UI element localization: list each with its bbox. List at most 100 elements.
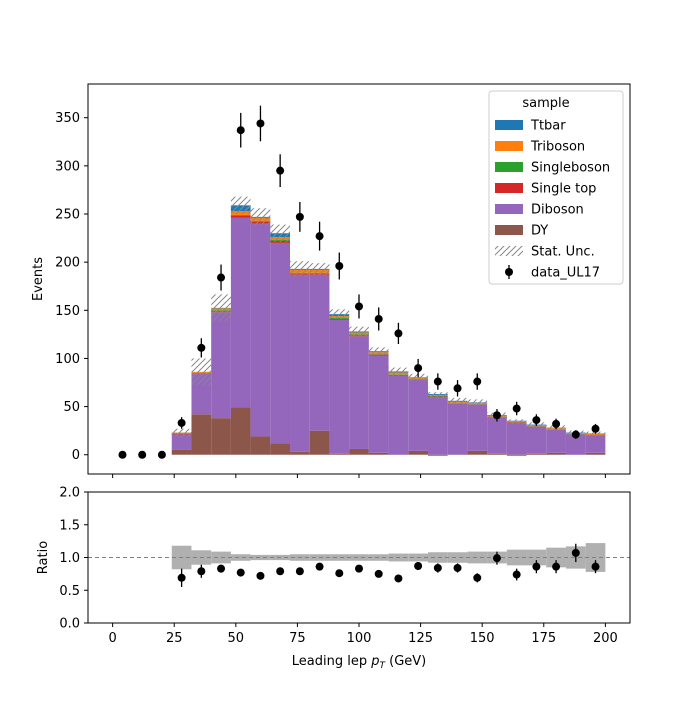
bar	[251, 436, 271, 454]
legend-entry: Ttbar	[530, 119, 566, 134]
ratio-y-tick-label: 2.0	[59, 486, 80, 501]
x-tick-label: 125	[408, 631, 433, 646]
bar	[546, 430, 566, 453]
legend-swatch	[495, 246, 523, 256]
ratio-y-tick-label: 0.0	[59, 617, 80, 632]
bar	[329, 454, 349, 455]
bar	[507, 455, 527, 456]
bar	[251, 224, 271, 437]
data-point	[335, 262, 343, 270]
bar	[467, 451, 487, 455]
bar	[231, 216, 251, 218]
data-point	[592, 425, 600, 433]
stat-unc-box	[467, 399, 487, 405]
y-tick-label: 100	[55, 352, 80, 367]
x-axis-label: Leading lep pT (GeV)	[292, 654, 426, 671]
data-point	[513, 405, 521, 413]
ratio-point	[375, 570, 383, 578]
ratio-point	[572, 549, 580, 557]
bar	[408, 451, 428, 455]
bar	[467, 405, 487, 451]
x-tick-label: 150	[470, 631, 495, 646]
bar	[527, 454, 547, 455]
data-point	[454, 384, 462, 392]
ratio-point	[355, 565, 363, 573]
stat-unc-box	[507, 419, 527, 424]
stat-unc-box	[310, 263, 330, 275]
ratio-point	[197, 567, 205, 575]
stat-unc-box	[428, 392, 448, 398]
x-tick-label: 25	[166, 631, 183, 646]
ratio-y-tick-label: 1.0	[59, 551, 80, 566]
bar	[408, 380, 428, 451]
ratio-point	[532, 563, 540, 571]
bar	[270, 443, 290, 455]
legend-entry: Singleboson	[531, 161, 610, 176]
data-point	[375, 315, 383, 323]
stat-unc-box	[389, 368, 409, 376]
data-point	[532, 416, 540, 424]
bar	[349, 336, 369, 449]
legend-swatch	[495, 141, 523, 151]
bar	[172, 450, 192, 455]
bar	[211, 312, 231, 418]
legend-entry: Stat. Unc.	[531, 245, 595, 260]
bar	[369, 356, 389, 453]
legend-entry: Diboson	[531, 203, 584, 218]
ratio-point	[237, 569, 245, 577]
y-tick-label: 200	[55, 256, 80, 271]
stat-unc-box	[251, 208, 271, 225]
stat-unc-box	[369, 347, 389, 355]
stat-unc-box	[329, 309, 349, 319]
data-point	[217, 274, 225, 282]
ratio-unc-band	[467, 552, 487, 564]
data-point	[197, 344, 205, 352]
main-panel: 050100150200250300350EventssampleTtbarTr…	[31, 84, 630, 478]
x-tick-label: 50	[228, 631, 245, 646]
data-point	[414, 364, 422, 372]
data-point	[138, 451, 146, 459]
bar	[586, 453, 606, 455]
data-point	[276, 167, 284, 175]
ratio-point	[493, 554, 501, 562]
bar	[329, 319, 349, 320]
data-point	[178, 419, 186, 427]
data-point	[473, 378, 481, 386]
ratio-point	[434, 564, 442, 572]
ratio-unc-band	[428, 552, 448, 562]
data-point	[237, 126, 245, 134]
x-tick-label: 100	[347, 631, 372, 646]
ratio-y-tick-label: 0.5	[59, 584, 80, 599]
bar	[349, 449, 369, 455]
stat-unc-box	[231, 197, 251, 214]
y-tick-label: 250	[55, 208, 80, 223]
bar	[546, 453, 566, 455]
y-tick-label: 350	[55, 111, 80, 126]
ratio-unc-band	[251, 555, 271, 560]
x-tick-label: 75	[289, 631, 306, 646]
bar	[586, 435, 606, 452]
y-tick-label: 50	[63, 400, 80, 415]
legend-swatch	[495, 225, 523, 235]
bar	[487, 454, 507, 455]
bar	[172, 435, 192, 450]
bar	[231, 215, 251, 216]
stat-unc-box	[270, 225, 290, 242]
ratio-point	[552, 563, 560, 571]
bar	[507, 423, 527, 455]
bar	[290, 452, 310, 455]
data-point	[355, 302, 363, 310]
bar	[448, 404, 468, 455]
data-point	[256, 119, 264, 127]
bar	[191, 414, 211, 454]
bar	[428, 455, 448, 456]
stat-unc-box	[349, 327, 369, 337]
ratio-point	[276, 567, 284, 575]
legend-entry: data_UL17	[531, 266, 600, 281]
x-tick-label: 0	[108, 631, 116, 646]
ratio-point	[178, 574, 186, 582]
stat-unc-box	[211, 294, 231, 321]
stat-unc-box	[172, 429, 192, 437]
